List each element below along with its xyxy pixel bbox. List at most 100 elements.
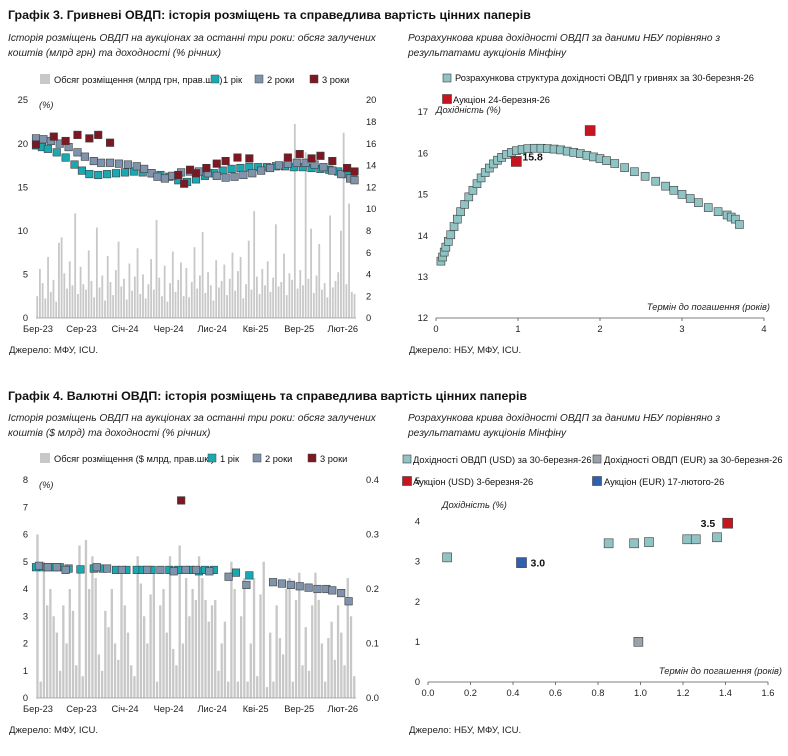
yield-point xyxy=(76,565,85,574)
volume-bar xyxy=(81,676,84,698)
volume-bar xyxy=(36,534,39,698)
y-unit-label: (%) xyxy=(39,480,53,490)
yield-point xyxy=(295,150,304,159)
volume-bar xyxy=(214,599,217,698)
chart4-right-subtitle: Розрахункова крива дохідності ОВДП за да… xyxy=(408,411,720,441)
right-tick-label: 6 xyxy=(366,248,371,258)
yield-point xyxy=(212,171,221,180)
subtitle-line: Історія розміщень ОВДП на аукціонах за о… xyxy=(8,33,376,44)
y-tick-label: 13 xyxy=(418,272,428,282)
volume-bar xyxy=(201,231,204,318)
curve-point xyxy=(630,167,639,177)
volume-bar xyxy=(265,687,269,698)
y-tick-label: 4 xyxy=(415,516,420,526)
left-tick-label: 8 xyxy=(23,475,28,485)
x-axis-title: Термін до погашення (років) xyxy=(647,302,770,312)
volume-bar xyxy=(262,561,265,698)
yield-point xyxy=(268,578,278,587)
yield-point xyxy=(117,565,126,574)
curve-point xyxy=(677,190,687,199)
chart3-left-source: Джерело: МФУ, ICU. xyxy=(9,345,99,356)
volume-bar xyxy=(97,654,101,698)
volume-bar xyxy=(191,589,194,698)
x-tick-label: 1.2 xyxy=(677,688,690,698)
x-tick-label: 1 xyxy=(515,324,520,334)
volume-bar xyxy=(162,589,165,698)
volume-bar xyxy=(274,224,277,318)
chart3-header: Графік 3. Гривневі ОВДП: історія розміще… xyxy=(8,8,531,22)
volume-bar xyxy=(139,583,143,698)
x-axis-title: Термін до погашення (років) xyxy=(659,666,782,676)
x-tick-label: 0 xyxy=(433,324,438,334)
volume-bar xyxy=(285,589,288,698)
volume-bar xyxy=(269,291,272,318)
volume-bar xyxy=(323,283,326,318)
volume-bar xyxy=(317,599,320,698)
right-tick-label: 0.2 xyxy=(366,584,379,594)
volume-bar xyxy=(152,289,155,318)
volume-bar xyxy=(230,561,233,698)
legend-swatch-volume xyxy=(40,453,50,463)
volume-bar xyxy=(227,681,230,698)
volume-bar xyxy=(261,268,264,318)
yield-point xyxy=(43,563,52,572)
volume-bar xyxy=(252,578,256,698)
legend-swatch-series xyxy=(207,453,217,463)
left-tick-label: 5 xyxy=(23,557,28,567)
volume-bar xyxy=(49,291,52,318)
yield-point xyxy=(106,158,115,167)
legend-swatch-eur-auction xyxy=(592,476,602,486)
yield-point xyxy=(242,580,251,589)
y-axis-title: Дохідність (%) xyxy=(435,105,501,115)
subtitle-line: Розрахункова крива дохідності ОВДП за да… xyxy=(408,413,721,424)
volume-bar xyxy=(258,294,261,318)
legend-label-series: 3 роки xyxy=(322,75,349,85)
curve-point xyxy=(685,194,695,203)
right-tick-label: 12 xyxy=(366,182,376,192)
volume-bar xyxy=(315,275,318,318)
volume-bar xyxy=(60,237,63,318)
volume-bar xyxy=(185,267,188,318)
volume-bar xyxy=(326,297,329,318)
right-tick-label: 20 xyxy=(366,95,376,105)
volume-bar xyxy=(75,665,78,698)
volume-bar xyxy=(144,298,147,318)
volume-bar xyxy=(39,681,42,698)
yield-point xyxy=(266,163,275,173)
right-tick-label: 10 xyxy=(366,204,376,214)
yield-point xyxy=(283,153,292,162)
volume-bar xyxy=(158,277,161,318)
volume-bar xyxy=(323,681,327,698)
volume-bar xyxy=(217,670,220,698)
subtitle-line: коштів ($ млрд) та доходності (% річних) xyxy=(8,428,211,439)
yield-point xyxy=(350,176,359,185)
y-tick-label: 5 xyxy=(415,476,420,486)
yield-point xyxy=(337,170,346,179)
usd-auction-label: 3.5 xyxy=(701,518,716,530)
volume-bar xyxy=(147,284,150,318)
yield-point xyxy=(103,170,112,179)
left-tick-label: 25 xyxy=(18,95,28,105)
x-tick-label: 1.6 xyxy=(762,688,775,698)
right-tick-label: 4 xyxy=(366,270,371,280)
x-tick-label: Січ-24 xyxy=(112,324,139,334)
volume-bar xyxy=(345,284,348,318)
chart4-left-subtitle: Історія розміщень ОВДП на аукціонах за о… xyxy=(8,411,376,441)
left-tick-label: 10 xyxy=(18,226,28,236)
volume-bar xyxy=(318,243,321,318)
yield-point xyxy=(61,136,70,146)
volume-bar xyxy=(212,300,215,318)
volume-bar xyxy=(146,643,149,698)
volume-bar xyxy=(285,295,288,318)
legend-swatch-series xyxy=(210,74,220,84)
volume-bar xyxy=(104,610,107,698)
yield-point xyxy=(277,579,286,588)
yield-point xyxy=(274,161,284,170)
yield-point xyxy=(31,140,41,149)
volume-bar xyxy=(49,589,52,698)
volume-bar xyxy=(296,288,299,318)
volume-bar xyxy=(331,287,334,318)
yield-point xyxy=(120,168,129,177)
volume-bar xyxy=(217,287,220,318)
volume-bar xyxy=(94,578,97,698)
